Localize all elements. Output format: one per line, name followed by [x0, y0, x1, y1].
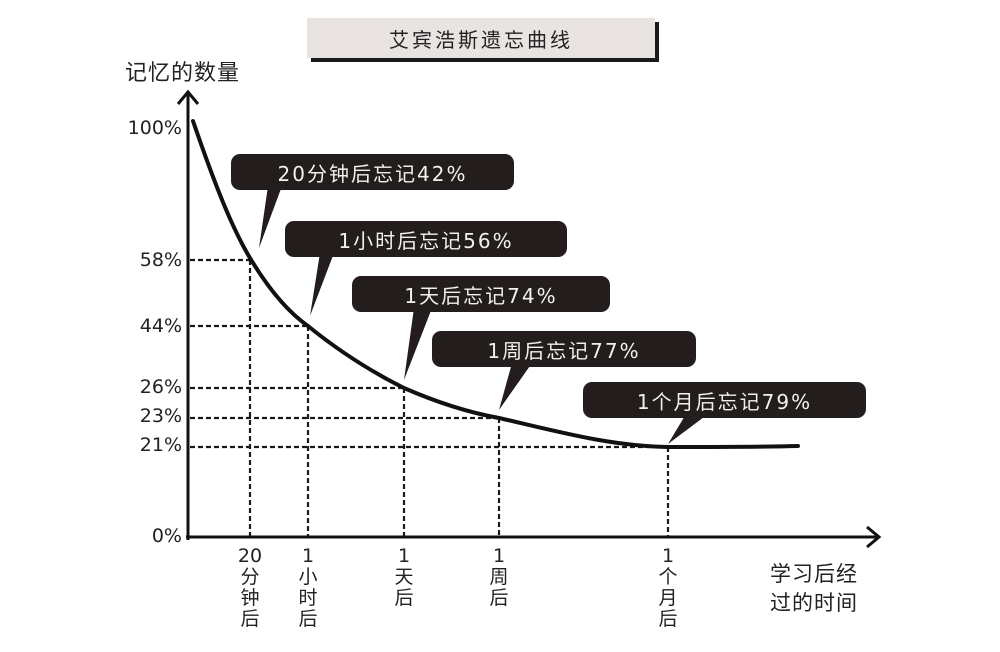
bubble-tails [259, 186, 708, 444]
x-axis-label: 学习后经 过的时间 [770, 562, 858, 615]
y-tick-23: 23% [139, 405, 182, 427]
annotation-1day: 1天后忘记74% [352, 276, 610, 312]
guide-lines [190, 258, 670, 537]
y-axis-arrow [176, 89, 200, 105]
annotation-1month: 1个月后忘记79% [583, 382, 866, 418]
x-tick-1day: 1 天 后 [394, 545, 414, 609]
x-tick-20min: 20 分 钟 后 [237, 545, 263, 630]
x-tick-1month: 1 个 月 后 [658, 545, 678, 630]
annotation-1hour: 1小时后忘记56% [285, 221, 567, 257]
annotation-1week: 1周后忘记77% [432, 331, 696, 367]
x-tick-1hour: 1 小 时 后 [298, 545, 318, 630]
annotation-20min: 20分钟后忘记42% [231, 154, 514, 190]
y-tick-26: 26% [139, 376, 182, 398]
forgetting-curve [191, 119, 800, 450]
x-tick-1week: 1 周 后 [489, 545, 509, 609]
y-tick-0: 0% [151, 525, 182, 547]
y-tick-100: 100% [127, 117, 182, 139]
y-tick-58: 58% [139, 249, 182, 271]
chart-title: 艾宾浩斯遗忘曲线 [307, 18, 655, 58]
y-axis-label: 记忆的数量 [125, 61, 241, 86]
y-tick-21: 21% [139, 434, 182, 456]
x-axis-arrow [866, 525, 882, 549]
y-tick-44: 44% [139, 315, 182, 337]
